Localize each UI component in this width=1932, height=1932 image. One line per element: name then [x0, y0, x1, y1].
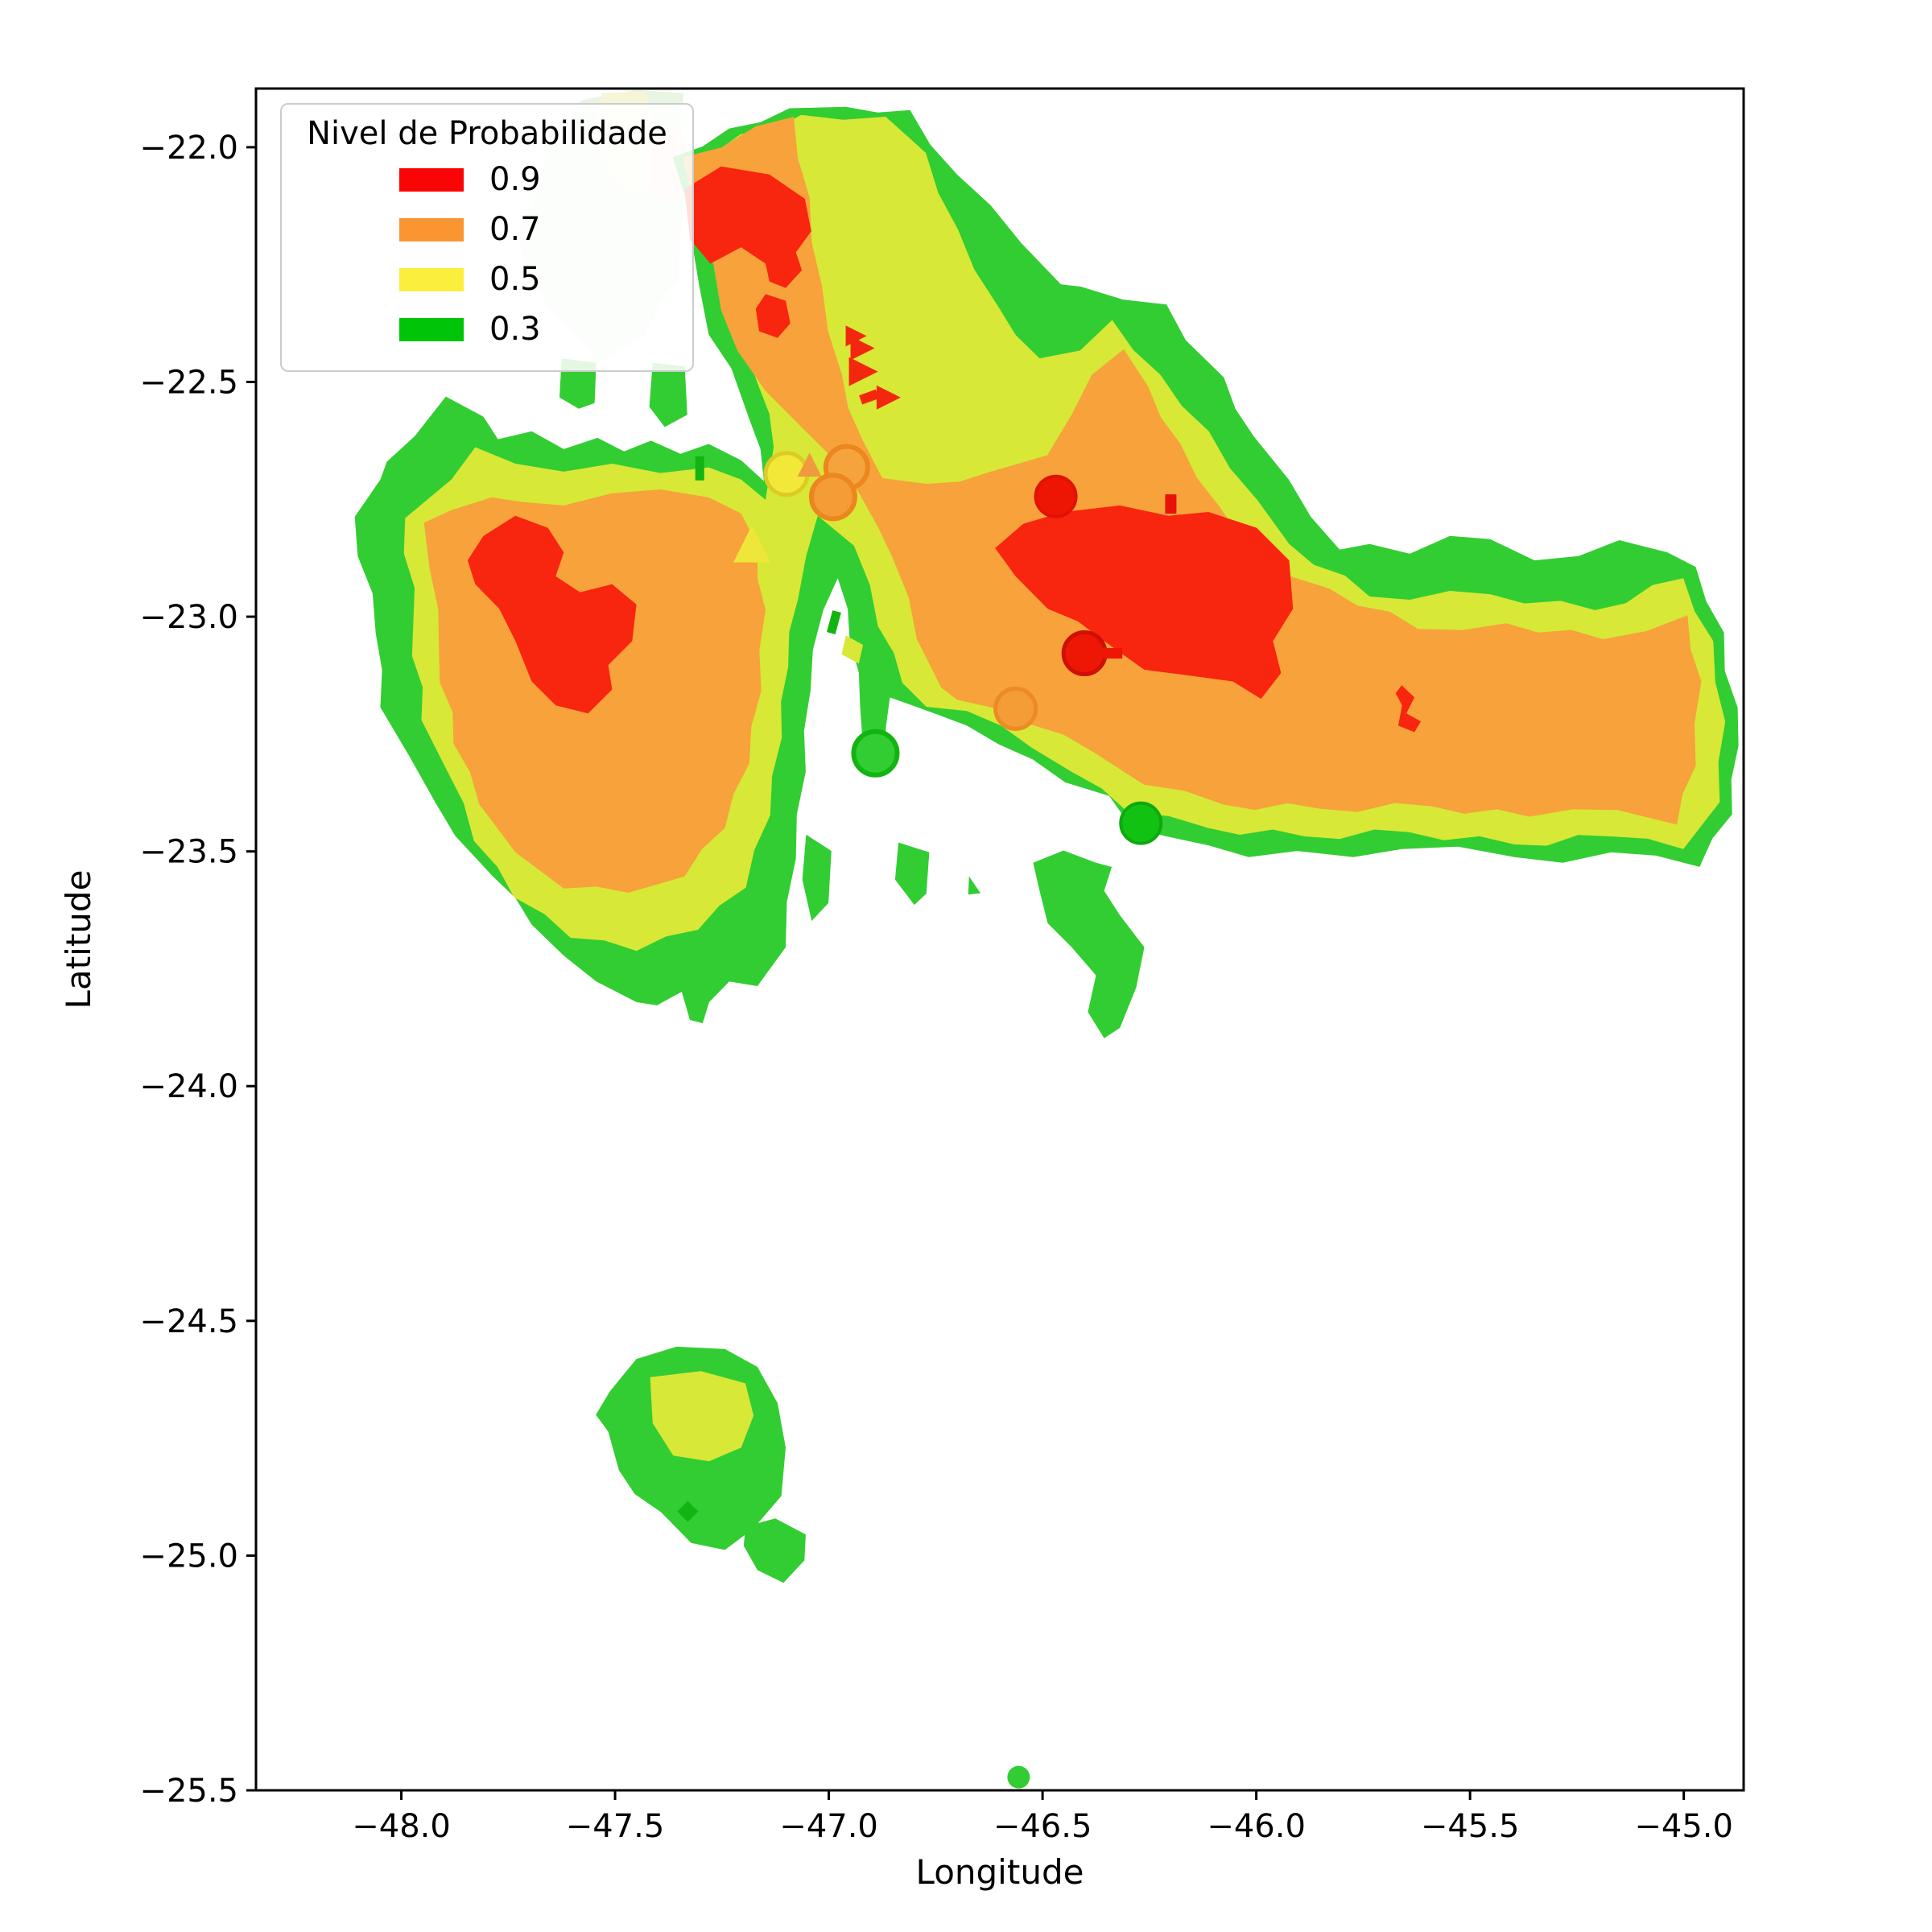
- contour-region-red-east: [995, 505, 1294, 700]
- contour-region-orange-main: [683, 117, 1702, 825]
- contour-region-red-north: [684, 166, 811, 288]
- legend: Nivel de Probabilidade 0.9 0.7 0.5 0.3: [280, 103, 694, 372]
- legend-label: 0.5: [489, 261, 541, 298]
- y-tick-label: −22.5: [139, 364, 238, 401]
- x-tick-label: −45.5: [1421, 1808, 1520, 1845]
- contour-region-red-west: [467, 515, 637, 714]
- contour-region-green-island-2: [894, 842, 930, 906]
- contour-region-green-patch-2: [649, 362, 687, 427]
- marker-yellow-triangle: [733, 525, 770, 563]
- axis-ticks: −48.0 −47.5 −47.0 −46.5 −46.0 −45.5 −45.0 −22.0…: [139, 130, 1733, 1845]
- mask-left: [0, 0, 254, 1932]
- contour-region-green-south-satellite: [743, 1518, 806, 1583]
- x-tick-label: −47.5: [566, 1808, 665, 1845]
- legend-swatch: [399, 217, 464, 242]
- legend-label: 0.9: [489, 161, 541, 198]
- y-tick-label: −24.5: [139, 1303, 238, 1340]
- y-tick-label: −23.0: [139, 599, 238, 636]
- marker-red-triangle-2: [850, 336, 875, 361]
- legend-entry-0.5: 0.5: [399, 254, 692, 304]
- x-tick-label: −45.0: [1634, 1808, 1733, 1845]
- mask-right: [1745, 0, 1932, 1932]
- legend-entries: 0.9 0.7 0.5 0.3: [282, 155, 692, 354]
- legend-label: 0.3: [489, 311, 541, 348]
- marker-red-bar-2: [1165, 494, 1177, 514]
- y-tick-label: −23.5: [139, 834, 238, 871]
- contour-region-green-island-1: [802, 834, 832, 921]
- legend-label: 0.7: [489, 211, 541, 248]
- marker-green-bar-2: [827, 610, 841, 635]
- y-tick-label: −22.0: [139, 130, 238, 167]
- mask-bottom: [0, 1792, 1932, 1932]
- x-tick-label: −46.5: [993, 1808, 1092, 1845]
- marker-green-diamond: [677, 1501, 699, 1522]
- marker-green-dot-south: [1007, 1765, 1030, 1789]
- scatter-markers: [677, 325, 1177, 1789]
- marker-orange-triangle: [797, 452, 822, 477]
- y-tick-label: −24.0: [139, 1068, 238, 1105]
- marker-orange-circle-2: [993, 686, 1038, 731]
- contour-regions: [354, 89, 1739, 1583]
- marker-green-bar-1: [695, 456, 704, 481]
- contour-region-red-north-b: [755, 294, 791, 338]
- legend-entry-0.9: 0.9: [399, 155, 692, 204]
- marker-red-circle-2: [1061, 630, 1108, 677]
- legend-title: Nivel de Probabilidade: [307, 115, 667, 152]
- marker-red-bar-1: [1103, 648, 1123, 659]
- axes-spines: [254, 87, 1745, 1792]
- contour-region-green-island-3: [968, 876, 981, 895]
- x-tick-label: −47.0: [779, 1808, 878, 1845]
- mask-top: [0, 0, 1932, 87]
- marker-green-ring: [851, 729, 900, 778]
- y-tick-label: −25.0: [139, 1538, 238, 1575]
- x-tick-label: −48.0: [352, 1808, 451, 1845]
- marker-orange-circle-1: [808, 473, 857, 522]
- legend-entry-0.7: 0.7: [399, 204, 692, 254]
- marker-green-circle: [1119, 801, 1163, 845]
- marker-red-triangle-4: [876, 385, 901, 410]
- legend-swatch: [399, 167, 464, 192]
- y-tick-label: −25.5: [139, 1773, 238, 1810]
- legend-swatch: [399, 317, 464, 341]
- x-tick-label: −46.0: [1207, 1808, 1306, 1845]
- marker-red-triangle-3: [848, 357, 878, 386]
- marker-red-bar-3: [859, 389, 879, 405]
- contour-region-lime-south-core: [650, 1371, 754, 1462]
- marker-red-circle-1: [1034, 474, 1078, 518]
- contour-region-lime-wedge: [841, 635, 864, 664]
- contour-region-green-island-4: [1033, 850, 1145, 1038]
- legend-swatch: [399, 267, 464, 291]
- legend-entry-0.3: 0.3: [399, 304, 692, 354]
- y-axis-label: Latitude: [59, 870, 98, 1009]
- x-axis-label: Longitude: [916, 1852, 1084, 1892]
- contour-region-red-east-small: [1395, 685, 1422, 733]
